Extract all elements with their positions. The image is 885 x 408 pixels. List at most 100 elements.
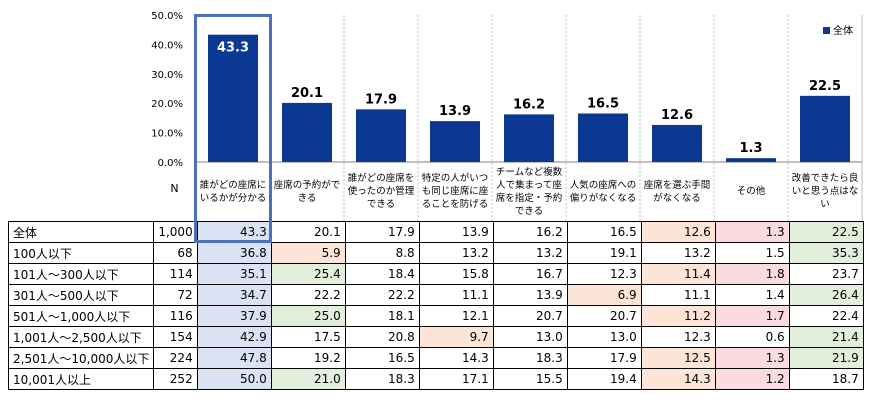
table-cell: 0.6	[714, 326, 790, 348]
bar-2	[282, 102, 332, 162]
table-cell: 16.2	[492, 221, 568, 243]
table-row: 10,001人以上 252 50.0 21.0 18.3 17.1 15.5 19.4 14.3…	[7, 368, 864, 390]
table-cell: 14.3	[640, 368, 716, 390]
row-label: 全体	[7, 221, 155, 243]
row-label: 501人～1,000人以下	[7, 305, 155, 327]
table-cell: 50.0	[196, 368, 272, 390]
table-cell: 1.5	[714, 242, 790, 264]
table-cell: 11.1	[640, 284, 716, 306]
table-cell: 35.1	[196, 263, 272, 285]
row-label: 100人以下	[7, 242, 155, 264]
legend-swatch	[823, 27, 830, 34]
table-cell: 20.7	[492, 305, 568, 327]
table-cell: 13.9	[418, 221, 494, 243]
table-cell: 1.7	[714, 305, 790, 327]
chart-bars: 43.3 20.1 17.9 13.9 16.2 16.5 12.6 1.3 22.5	[208, 34, 850, 163]
table-cell: 22.5	[788, 221, 864, 243]
table-cell: 1.3	[714, 221, 790, 243]
table-cell: 11.2	[640, 305, 716, 327]
y-tick-label: 0.0%	[158, 158, 183, 169]
y-tick-label: 30.0%	[151, 70, 183, 81]
bar-8	[726, 158, 776, 162]
table-cell: 37.9	[196, 305, 272, 327]
table-cell: 17.1	[418, 368, 494, 390]
row-n: 68	[153, 242, 198, 264]
table-cell: 8.8	[344, 242, 420, 264]
row-n: 1,000	[153, 221, 198, 243]
table-cell: 19.1	[566, 242, 642, 264]
bar-3	[356, 109, 406, 162]
table-cell: 21.0	[270, 368, 346, 390]
table-cell: 17.9	[344, 221, 420, 243]
table-cell: 25.0	[270, 305, 346, 327]
table-cell: 47.8	[196, 347, 272, 369]
bar-value-label: 22.5	[809, 79, 841, 94]
table-cell: 13.2	[640, 242, 716, 264]
table-cell: 9.7	[418, 326, 494, 348]
table-cell: 15.5	[492, 368, 568, 390]
table-cell: 16.5	[344, 347, 420, 369]
table-cell: 12.5	[640, 347, 716, 369]
table-cell: 22.4	[788, 305, 864, 327]
table-row: 100人以下 68 36.8 5.9 8.8 13.2 13.2 19.1 13.2 1.5 35.…	[7, 242, 864, 264]
table-cell: 20.1	[270, 221, 346, 243]
bar-1	[208, 34, 258, 163]
table-cell: 1.2	[714, 368, 790, 390]
category-label: 座席の予約ができる	[273, 179, 341, 204]
table-cell: 22.2	[344, 284, 420, 306]
table-cell: 17.9	[566, 347, 642, 369]
bar-9	[800, 95, 850, 162]
table-cell: 22.2	[270, 284, 346, 306]
row-n: 154	[153, 326, 198, 348]
y-tick-label: 50.0%	[151, 11, 183, 22]
table-cell: 1.4	[714, 284, 790, 306]
table-row: 101人～300人以下 114 35.1 25.4 18.4 15.8 16.7 12.3 11…	[7, 263, 864, 285]
table-cell: 34.7	[196, 284, 272, 306]
table-row: 1,001人～2,500人以下 154 42.9 17.5 20.8 9.7 13.0 13.…	[7, 326, 864, 348]
table-cell: 6.9	[566, 284, 642, 306]
row-n: 116	[153, 305, 198, 327]
chart-legend: 全体	[823, 24, 853, 37]
row-label: 301人～500人以下	[7, 284, 155, 306]
bar-5	[504, 114, 554, 162]
row-label: 1,001人～2,500人以下	[7, 326, 155, 348]
row-label: 10,001人以上	[7, 368, 155, 390]
table-cell: 13.0	[566, 326, 642, 348]
table-cell: 36.8	[196, 242, 272, 264]
table-cell: 35.3	[788, 242, 864, 264]
bar-value-label: 16.5	[587, 96, 619, 111]
bar-7	[652, 124, 702, 162]
bar-value-label: 13.9	[439, 104, 471, 119]
y-axis-ticks: 0.0% 10.0% 20.0% 30.0% 40.0% 50.0%	[151, 11, 183, 169]
table-cell: 20.7	[566, 305, 642, 327]
table-cell: 18.4	[344, 263, 420, 285]
crosstab-table: 全体 1,000 43.3 20.1 17.9 13.9 16.2 16.5 12.6 1.3 22…	[7, 221, 864, 390]
bar-value-label: 16.2	[513, 97, 545, 112]
row-n: 252	[153, 368, 198, 390]
bar-value-label: 20.1	[291, 86, 323, 101]
table-cell: 16.5	[566, 221, 642, 243]
table-cell: 18.7	[788, 368, 864, 390]
bar-6	[578, 113, 628, 162]
table-cell: 14.3	[418, 347, 494, 369]
bar-chart: 0.0% 10.0% 20.0% 30.0% 40.0% 50.0% 43.3 20.1 17…	[151, 11, 863, 222]
row-label: 101人～300人以下	[7, 263, 155, 285]
table-row: 501人～1,000人以下 116 37.9 25.0 18.1 12.1 20.7 20.7…	[7, 305, 864, 327]
table-cell: 18.3	[492, 347, 568, 369]
y-tick-label: 40.0%	[151, 40, 183, 51]
table-row: 2,501人～10,000人以下 224 47.8 19.2 16.5 14.3 18.3 1…	[7, 347, 864, 369]
category-label: 座席を選ぶ手間がなくなる	[643, 179, 711, 204]
table-cell: 19.4	[566, 368, 642, 390]
table-cell: 13.2	[418, 242, 494, 264]
table-cell: 25.4	[270, 263, 346, 285]
category-label: 特定の人がいつも同じ座席に座ることを防げる	[421, 173, 489, 210]
y-tick-label: 10.0%	[151, 129, 183, 140]
table-row: 全体 1,000 43.3 20.1 17.9 13.9 16.2 16.5 12.6 1.3 22…	[7, 221, 864, 243]
table-cell: 1.8	[714, 263, 790, 285]
bar-value-label: 12.6	[661, 108, 693, 123]
table-cell: 21.9	[788, 347, 864, 369]
category-label: 人気の座席への偏りがなくなる	[569, 179, 637, 204]
table-cell: 18.1	[344, 305, 420, 327]
table-cell: 5.9	[270, 242, 346, 264]
table-cell: 17.5	[270, 326, 346, 348]
